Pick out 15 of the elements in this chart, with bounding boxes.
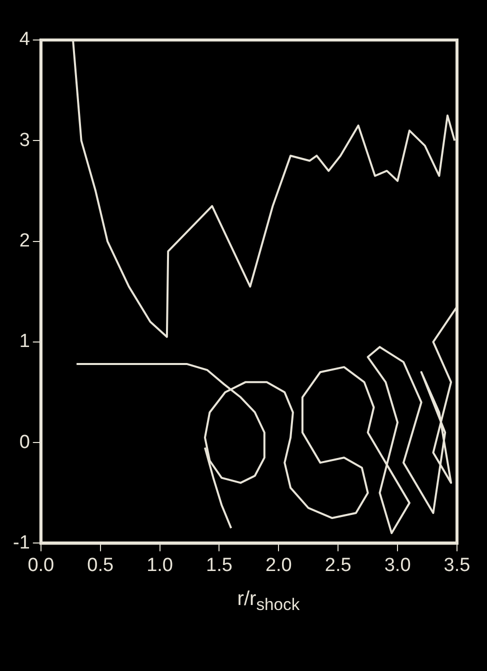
x-tick-label: 1.5	[206, 554, 232, 576]
y-tick-label: 3	[19, 130, 30, 151]
y-tick-label: 4	[19, 29, 30, 50]
x-tick-label: 2.0	[265, 554, 292, 576]
x-axis-title: r/r$_{shock}$	[236, 588, 301, 615]
x-tick-label: 2.5	[324, 554, 352, 576]
y-tick-label: -1	[12, 532, 30, 554]
x-tick-label: 1.0	[146, 554, 173, 576]
y-tick-label: 0	[19, 432, 30, 453]
y-tick-label: 1	[19, 331, 30, 352]
x-tick-label: 0.0	[28, 554, 54, 576]
x-tick-label: 3.0	[384, 554, 411, 576]
y-tick-label: 2	[19, 230, 30, 252]
x-tick-label: 0.5	[87, 554, 114, 576]
x-tick-label: 3.5	[444, 554, 470, 576]
